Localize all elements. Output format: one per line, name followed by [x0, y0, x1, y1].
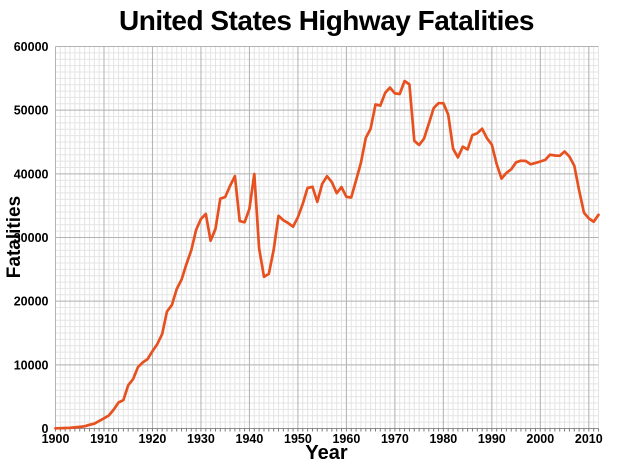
chart-title: United States Highway Fatalities	[119, 5, 535, 36]
x-tick-label: 2010	[575, 432, 603, 446]
x-tick-label: 1980	[429, 432, 457, 446]
x-tick-label: 1970	[381, 432, 409, 446]
x-tick-label: 1990	[478, 432, 506, 446]
y-tick-label: 50000	[14, 104, 49, 118]
y-tick-label: 10000	[14, 358, 49, 372]
x-axis-title: Year	[305, 442, 348, 464]
y-tick-label: 40000	[14, 167, 49, 181]
x-tick-label: 2000	[526, 432, 554, 446]
x-tick-label: 1910	[90, 432, 118, 446]
x-tick-label: 1960	[332, 432, 360, 446]
y-tick-label: 30000	[14, 231, 49, 245]
fatalities-line	[54, 79, 600, 430]
y-tick-label: 60000	[14, 40, 49, 54]
x-tick-label: 1940	[236, 432, 264, 446]
x-tick-label: 1930	[187, 432, 215, 446]
y-tick-label: 20000	[14, 295, 49, 309]
x-tick-label: 1920	[139, 432, 167, 446]
x-tick-label: 1950	[284, 432, 312, 446]
y-tick-label: 0	[42, 422, 49, 436]
x-tick-label: 1900	[42, 432, 70, 446]
